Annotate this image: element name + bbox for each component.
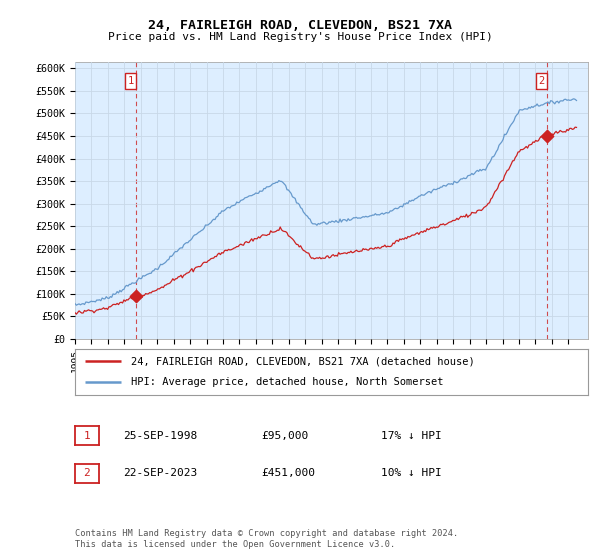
Text: Price paid vs. HM Land Registry's House Price Index (HPI): Price paid vs. HM Land Registry's House … bbox=[107, 32, 493, 42]
Text: 2: 2 bbox=[83, 468, 91, 478]
Text: 1: 1 bbox=[83, 431, 91, 441]
Text: 17% ↓ HPI: 17% ↓ HPI bbox=[381, 431, 442, 441]
Text: 25-SEP-1998: 25-SEP-1998 bbox=[123, 431, 197, 441]
Point bbox=[542, 131, 552, 140]
Text: £95,000: £95,000 bbox=[261, 431, 308, 441]
Text: 1: 1 bbox=[127, 76, 134, 86]
Text: 2: 2 bbox=[539, 76, 545, 86]
Point bbox=[131, 292, 141, 301]
Text: £451,000: £451,000 bbox=[261, 468, 315, 478]
Text: 22-SEP-2023: 22-SEP-2023 bbox=[123, 468, 197, 478]
Text: HPI: Average price, detached house, North Somerset: HPI: Average price, detached house, Nort… bbox=[131, 377, 444, 388]
Text: 24, FAIRLEIGH ROAD, CLEVEDON, BS21 7XA: 24, FAIRLEIGH ROAD, CLEVEDON, BS21 7XA bbox=[148, 19, 452, 32]
Text: Contains HM Land Registry data © Crown copyright and database right 2024.
This d: Contains HM Land Registry data © Crown c… bbox=[75, 529, 458, 549]
Text: 24, FAIRLEIGH ROAD, CLEVEDON, BS21 7XA (detached house): 24, FAIRLEIGH ROAD, CLEVEDON, BS21 7XA (… bbox=[131, 356, 475, 366]
Text: 10% ↓ HPI: 10% ↓ HPI bbox=[381, 468, 442, 478]
